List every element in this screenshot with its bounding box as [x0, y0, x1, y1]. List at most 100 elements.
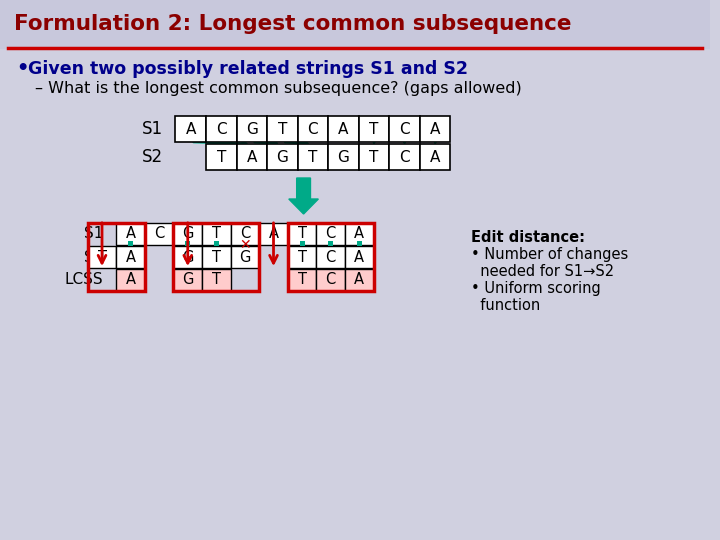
FancyArrow shape — [289, 178, 318, 214]
Bar — [237, 144, 267, 170]
Bar — [117, 223, 145, 245]
Bar — [316, 246, 345, 268]
Bar — [288, 269, 316, 291]
Bar — [328, 144, 359, 170]
Text: G: G — [276, 150, 288, 165]
Bar — [145, 223, 174, 245]
Bar — [316, 223, 345, 245]
Bar — [0, 0, 710, 48]
Text: A: A — [354, 226, 364, 241]
Bar — [345, 269, 374, 291]
Bar — [359, 116, 390, 142]
Bar — [176, 116, 206, 142]
Text: S1: S1 — [142, 120, 163, 138]
Text: G: G — [182, 273, 194, 287]
Text: T: T — [278, 122, 287, 137]
Bar — [206, 116, 237, 142]
Text: Given two possibly related strings S1 and S2: Given two possibly related strings S1 an… — [27, 60, 467, 78]
Text: C: C — [216, 122, 227, 137]
Bar — [328, 116, 359, 142]
Bar — [267, 116, 297, 142]
Bar — [237, 116, 267, 142]
Bar — [230, 223, 259, 245]
Text: C: C — [307, 122, 318, 137]
Text: T: T — [212, 226, 221, 241]
Text: •: • — [16, 59, 28, 78]
Bar — [128, 241, 133, 246]
Text: ✕: ✕ — [239, 239, 251, 253]
Bar — [316, 269, 345, 291]
Bar — [288, 223, 316, 245]
Text: T: T — [217, 150, 226, 165]
Text: C: C — [240, 226, 250, 241]
Text: – What is the longest common subsequence? (gaps allowed): – What is the longest common subsequence… — [35, 80, 522, 96]
Text: Formulation 2: Longest common subsequence: Formulation 2: Longest common subsequenc… — [14, 14, 571, 34]
Bar — [174, 269, 202, 291]
Bar — [206, 144, 237, 170]
Text: T: T — [369, 122, 379, 137]
Bar — [297, 116, 328, 142]
Text: • Uniform scoring: • Uniform scoring — [471, 281, 601, 296]
Bar — [88, 223, 145, 291]
Text: C: C — [325, 273, 336, 287]
Bar — [174, 246, 202, 268]
Bar — [214, 241, 219, 246]
Bar — [202, 246, 230, 268]
Bar — [300, 241, 305, 246]
Text: G: G — [239, 249, 251, 265]
Text: T: T — [212, 273, 221, 287]
Text: T: T — [369, 150, 379, 165]
Text: A: A — [354, 273, 364, 287]
Bar — [420, 144, 451, 170]
Text: G: G — [246, 122, 258, 137]
Text: A: A — [354, 249, 364, 265]
Bar — [288, 246, 316, 268]
Text: A: A — [338, 122, 348, 137]
Bar — [174, 223, 202, 245]
Text: C: C — [400, 122, 410, 137]
Text: A: A — [125, 273, 135, 287]
Bar — [202, 223, 230, 245]
Text: T: T — [97, 249, 107, 265]
Text: A: A — [269, 226, 279, 241]
Text: T: T — [212, 249, 221, 265]
Bar — [267, 144, 297, 170]
Text: S2: S2 — [84, 249, 104, 265]
Bar — [185, 241, 190, 246]
Text: C: C — [325, 226, 336, 241]
Text: C: C — [154, 226, 164, 241]
Bar — [328, 241, 333, 246]
Text: C: C — [400, 150, 410, 165]
Text: T: T — [297, 273, 307, 287]
Bar — [345, 223, 374, 245]
Bar — [345, 246, 374, 268]
Text: A: A — [125, 226, 135, 241]
Bar — [390, 144, 420, 170]
Bar — [202, 269, 230, 291]
Text: S2: S2 — [142, 148, 163, 166]
Text: A: A — [430, 122, 441, 137]
Text: • Number of changes: • Number of changes — [471, 247, 629, 262]
Text: S1: S1 — [84, 226, 104, 241]
Bar — [359, 144, 390, 170]
Text: function: function — [471, 298, 541, 313]
Text: T: T — [297, 249, 307, 265]
Bar — [259, 223, 288, 245]
Text: A: A — [430, 150, 441, 165]
Bar — [230, 246, 259, 268]
Text: Edit distance:: Edit distance: — [471, 230, 585, 245]
Text: T: T — [297, 226, 307, 241]
Text: A: A — [247, 150, 257, 165]
Text: C: C — [325, 249, 336, 265]
Bar — [288, 223, 374, 291]
Bar — [297, 144, 328, 170]
Bar — [88, 246, 117, 268]
Text: A: A — [186, 122, 196, 137]
Bar — [117, 269, 145, 291]
Bar — [390, 116, 420, 142]
Text: needed for S1→S2: needed for S1→S2 — [471, 264, 614, 279]
Bar — [117, 246, 145, 268]
Text: G: G — [182, 249, 194, 265]
Bar — [420, 116, 451, 142]
Text: A: A — [125, 249, 135, 265]
